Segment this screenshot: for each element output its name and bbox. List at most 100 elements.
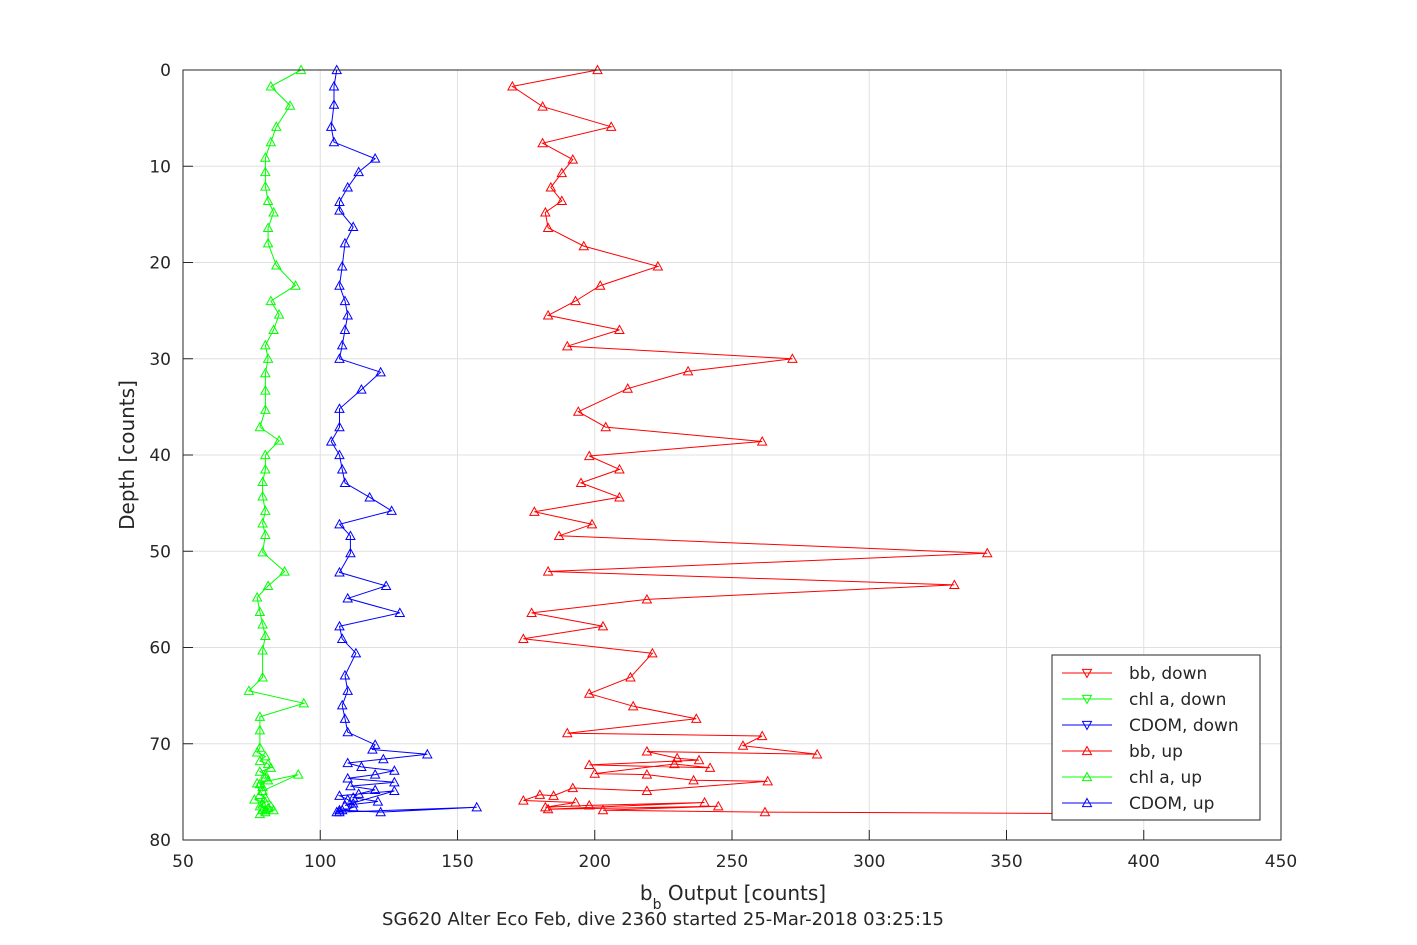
data-point (336, 260, 348, 271)
data-point (334, 204, 345, 215)
data-point (350, 647, 362, 658)
legend: bb, down chl a, down CDOM, down bb, up chl a… (1051, 654, 1261, 821)
x-tick-label: 250 (716, 852, 748, 872)
data-point (328, 136, 340, 147)
data-point (369, 784, 381, 795)
data-point (372, 795, 384, 806)
data-point (353, 788, 365, 798)
data-point (257, 798, 268, 809)
legend-marker (1081, 694, 1093, 705)
data-point (394, 607, 406, 617)
data-point (257, 490, 268, 501)
data-point (652, 260, 664, 271)
data-point (518, 633, 529, 643)
data-point (567, 153, 579, 164)
data-point (270, 121, 282, 131)
x-tick-label: 450 (1265, 852, 1297, 872)
y-tick-label: 80 (149, 831, 171, 851)
data-point (328, 80, 340, 91)
data-point (583, 688, 595, 698)
data-point (254, 711, 266, 721)
data-point (948, 579, 960, 590)
data-point (342, 772, 354, 783)
data-point (260, 806, 271, 817)
data-point (369, 739, 381, 749)
y-tick-label: 0 (160, 61, 171, 81)
data-point (548, 790, 559, 800)
data-point (265, 136, 277, 147)
data-point (570, 796, 581, 807)
data-point (539, 206, 551, 217)
data-point (339, 237, 351, 248)
series-line (511, 69, 1172, 815)
data-point (339, 477, 351, 488)
data-point (712, 800, 724, 811)
data-point (260, 505, 271, 515)
legend-marker (1081, 771, 1093, 782)
data-point (600, 421, 612, 432)
data-point (690, 713, 702, 723)
data-point (342, 309, 354, 320)
data-point (378, 753, 389, 764)
legend-label: bb, up (1129, 742, 1183, 762)
data-point (260, 463, 271, 474)
data-point (542, 565, 554, 576)
data-point (339, 324, 351, 334)
data-point (243, 685, 255, 695)
data-point (334, 620, 345, 631)
data-point (811, 748, 823, 759)
data-point (334, 518, 345, 529)
data-point (268, 804, 279, 815)
data-point (292, 769, 304, 779)
data-point (290, 280, 301, 290)
x-axis-title: bb Output [counts] (640, 881, 826, 913)
data-point (260, 367, 271, 378)
data-point (545, 181, 557, 192)
data-point (334, 421, 345, 432)
legend-label: CDOM, down (1129, 716, 1239, 736)
x-tick-label: 300 (853, 852, 885, 872)
data-point (331, 806, 343, 817)
data-point (254, 766, 266, 776)
data-point (254, 606, 266, 616)
data-point (556, 167, 568, 178)
data-point (625, 671, 636, 682)
data-point (273, 308, 285, 319)
data-point (260, 769, 271, 779)
data-point (336, 699, 348, 710)
data-point (981, 547, 993, 558)
data-point (260, 804, 271, 815)
data-point (578, 240, 590, 251)
data-point (325, 121, 337, 131)
data-point (356, 761, 367, 771)
data-point (262, 353, 274, 363)
legend-label: chl a, up (1129, 768, 1202, 788)
data-point (567, 782, 579, 793)
data-point (254, 755, 266, 766)
data-point (737, 740, 749, 750)
data-point (688, 774, 699, 785)
data-point (762, 775, 774, 786)
legend-label: bb, down (1129, 664, 1207, 684)
data-point (759, 806, 771, 817)
data-point (526, 607, 537, 617)
data-point (364, 491, 376, 502)
data-point (756, 435, 768, 446)
data-point (575, 477, 587, 488)
data-point (339, 713, 351, 723)
data-point (262, 195, 274, 205)
y-tick-label: 10 (149, 157, 171, 177)
x-tick-label: 200 (579, 852, 611, 872)
data-point (542, 803, 554, 814)
series-line (247, 69, 306, 815)
data-point (471, 801, 483, 812)
data-point (339, 669, 351, 680)
data-point (257, 671, 268, 682)
data-point (345, 780, 356, 791)
data-point (556, 195, 568, 205)
data-point (260, 166, 271, 177)
data-point (353, 166, 365, 177)
series-line (330, 69, 477, 813)
data-point (257, 476, 268, 487)
data-point (260, 630, 271, 641)
